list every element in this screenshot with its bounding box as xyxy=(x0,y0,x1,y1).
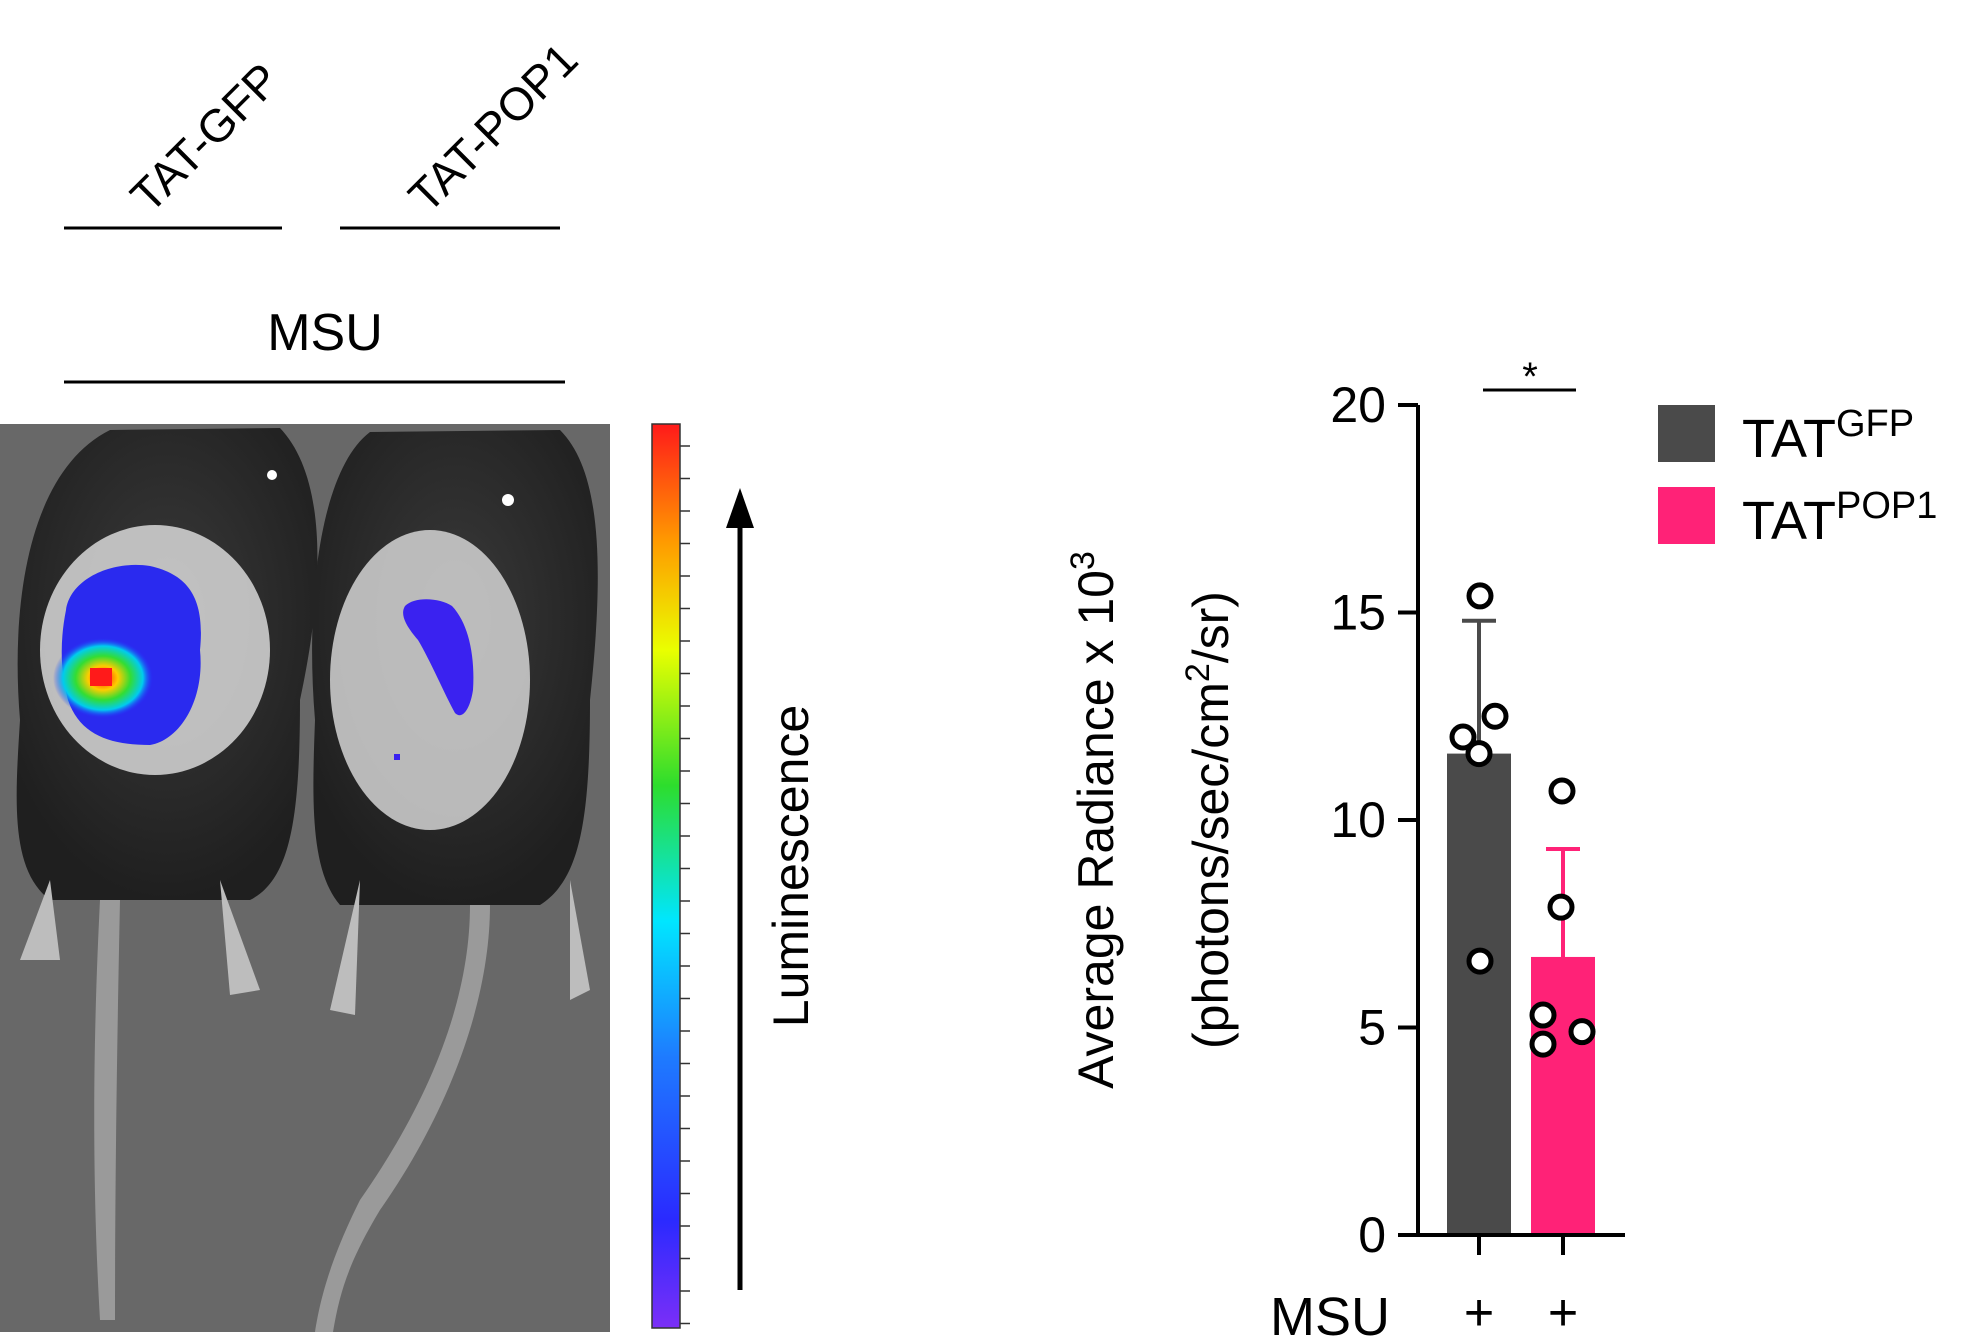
data-point xyxy=(1466,582,1494,610)
legend-label: TATGFP xyxy=(1742,403,1914,469)
data-point xyxy=(1547,893,1575,921)
y-axis-title-line1: Average Radiance x 103 xyxy=(1064,551,1124,1089)
colorbar-label: Luminescence xyxy=(763,705,819,1027)
colorbar-ticks xyxy=(680,445,690,1325)
group-labels: TAT-GFP TAT-POP1 MSU xyxy=(64,33,587,384)
legend-label: TATPOP1 xyxy=(1742,485,1937,551)
data-point xyxy=(1481,702,1509,730)
y-tick-label: 5 xyxy=(1358,1000,1386,1056)
y-axis-title: Average Radiance x 103 (photons/sec/cm2/s… xyxy=(1064,551,1239,1089)
legend-label-base: TAT xyxy=(1742,409,1836,469)
y-axis-title-superscript: 3 xyxy=(1064,551,1102,570)
y-axis-title-units-superscript: 2 xyxy=(1179,663,1217,682)
bar-tat-gfp xyxy=(1447,753,1511,1235)
bar-tat-pop1 xyxy=(1531,956,1595,1235)
legend-swatch xyxy=(1658,487,1715,544)
x-row-label: MSU xyxy=(1270,1287,1390,1344)
y-axis-title-units-end: /sr) xyxy=(1183,591,1239,663)
mouse-tat-gfp xyxy=(16,428,318,1320)
data-point xyxy=(1529,1030,1557,1058)
y-axis-title-units: (photons/sec/cm xyxy=(1183,682,1239,1049)
data-point xyxy=(1568,1018,1596,1046)
data-points xyxy=(1449,582,1596,1058)
luminescence-arrowhead xyxy=(726,488,754,528)
data-point xyxy=(1465,740,1493,768)
y-tick-label: 20 xyxy=(1330,377,1386,433)
y-axis: 0 5 10 15 20 xyxy=(1330,377,1420,1263)
data-point xyxy=(1466,947,1494,975)
treatment-label: MSU xyxy=(267,304,383,362)
x-row-value: + xyxy=(1548,1284,1578,1342)
data-point xyxy=(1548,777,1576,805)
significance-marker: * xyxy=(1522,355,1538,399)
x-row-value: + xyxy=(1464,1284,1494,1342)
data-point xyxy=(1449,723,1477,751)
y-tick-label: 15 xyxy=(1330,585,1386,641)
group-label-tat-pop1: TAT-POP1 xyxy=(398,33,587,222)
bioluminescence-image: Luminescence xyxy=(0,423,819,1332)
data-point xyxy=(1529,1001,1557,1029)
error-bars xyxy=(1462,618,1580,957)
y-tick-label: 10 xyxy=(1330,792,1386,848)
legend-label-base: TAT xyxy=(1742,491,1836,551)
bars xyxy=(1447,753,1595,1235)
y-axis-title-line2: (photons/sec/cm2/sr) xyxy=(1179,591,1239,1049)
legend-label-superscript: GFP xyxy=(1836,403,1914,445)
y-tick-label: 0 xyxy=(1358,1207,1386,1263)
legend-label-superscript: POP1 xyxy=(1836,485,1937,527)
significance-bracket: * xyxy=(1483,355,1576,399)
x-axis: MSU + + xyxy=(1270,1233,1625,1344)
y-axis-title-text: Average Radiance x 10 xyxy=(1068,570,1124,1089)
mouse-tat-pop1 xyxy=(312,430,598,1332)
colorbar xyxy=(651,423,690,1329)
legend-swatch xyxy=(1658,405,1715,462)
group-label-tat-gfp: TAT-GFP xyxy=(120,53,289,222)
bar-chart: Average Radiance x 103 (photons/sec/cm2/s… xyxy=(1064,355,1937,1344)
